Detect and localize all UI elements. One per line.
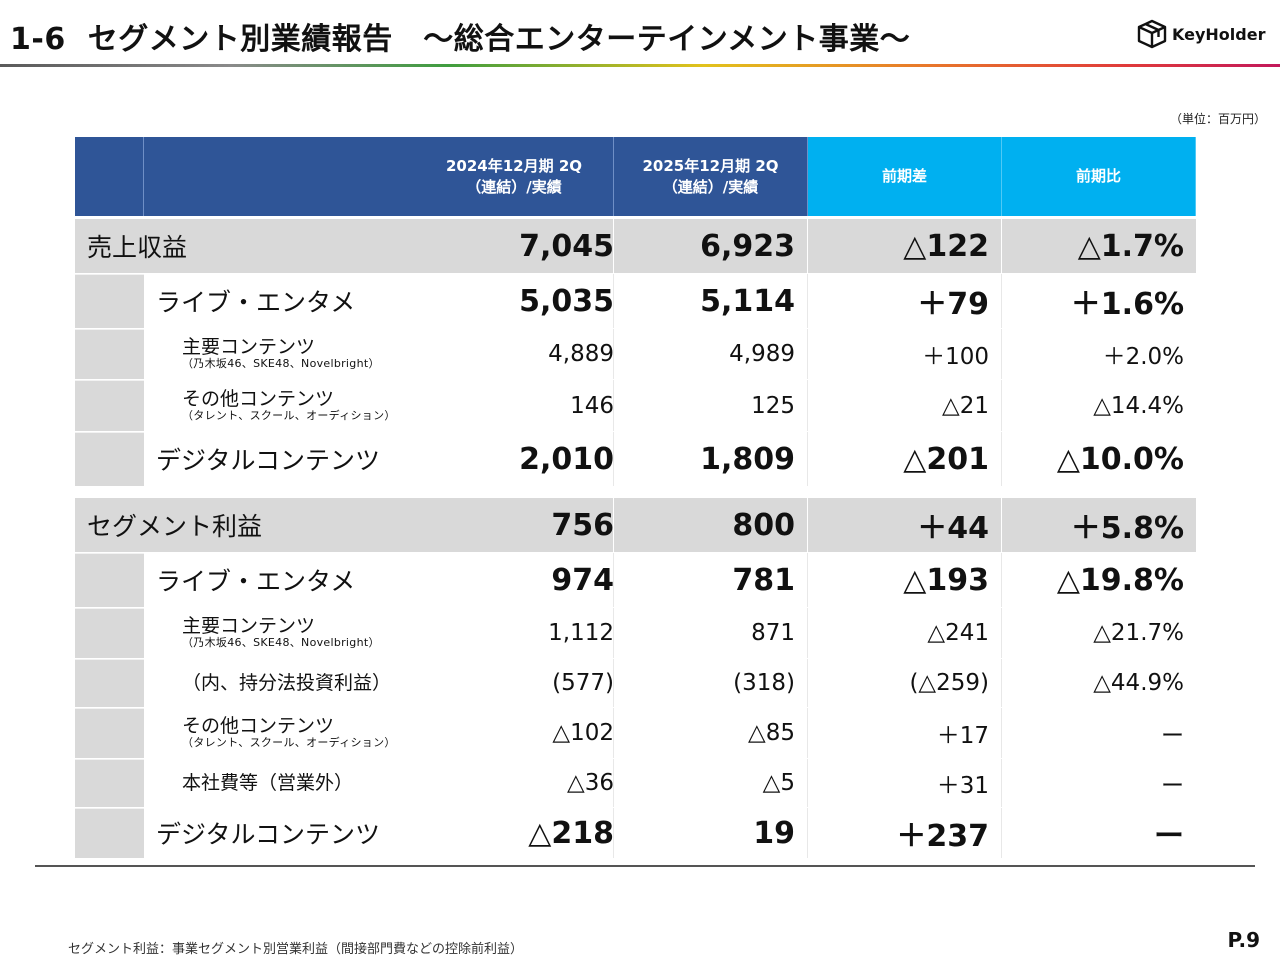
row-label: ライブ・エンタメ	[156, 567, 356, 596]
value-diff: (△259)	[808, 659, 1002, 707]
value-v2025: △5	[614, 759, 808, 807]
value-2024: (577)	[552, 670, 614, 696]
value-2024: △36	[567, 770, 614, 796]
page-number: P.9	[1227, 928, 1261, 952]
value-ratio: △14.4%	[1002, 380, 1196, 431]
value-ratio: ー	[1002, 808, 1196, 858]
table-row: その他コンテンツ （タレント、スクール、オーディション） 146 125 △21 △14.…	[75, 380, 1196, 431]
table-row: デジタルコンテンツ 2,010 1,809 △201 △10.0%	[75, 432, 1196, 486]
row-label: セグメント利益	[87, 512, 263, 541]
value-v2025: 125	[614, 380, 808, 431]
table-row: 主要コンテンツ （乃木坂46、SKE48、Novelbright） 1,112 871…	[75, 608, 1196, 658]
table-bottom-rule	[35, 865, 1255, 867]
row-label: （内、持分法投資利益）	[182, 672, 392, 694]
value-v2025: (318)	[614, 659, 808, 707]
row-label: その他コンテンツ	[182, 387, 335, 410]
table-row: デジタルコンテンツ △218 19 ＋237 ー	[75, 808, 1196, 858]
value-ratio: ー	[1002, 759, 1196, 807]
value-v2025: 5,114	[614, 274, 808, 328]
value-diff: ＋100	[808, 329, 1002, 379]
value-v2025: 1,809	[614, 432, 808, 486]
value-ratio: △10.0%	[1002, 432, 1196, 486]
value-v2025: △85	[614, 708, 808, 758]
table-row: ライブ・エンタメ 974 781 △193 △19.8%	[75, 553, 1196, 607]
table-header: 2024年12月期 2Q （連結）/実績 2025年12月期 2Q （連結）/実…	[75, 137, 1196, 216]
value-ratio: △1.7%	[1002, 219, 1196, 273]
table-row: その他コンテンツ （タレント、スクール、オーディション） △102 △85 ＋17 ー	[75, 708, 1196, 758]
value-ratio: ＋1.6%	[1002, 274, 1196, 328]
table-row: 本社費等（営業外） △36 △5 ＋31 ー	[75, 759, 1196, 807]
row-sublabel: （乃木坂46、SKE48、Novelbright）	[182, 357, 380, 370]
row-sublabel: （タレント、スクール、オーディション）	[182, 408, 396, 422]
title-text: セグメント別業績報告 ～総合エンターテインメント事業～	[87, 22, 911, 57]
value-2024: 974	[551, 562, 614, 598]
table-row: セグメント利益 756 800 ＋44 ＋5.8%	[75, 498, 1196, 552]
row-sublabel: （タレント、スクール、オーディション）	[182, 736, 396, 749]
value-v2025: 800	[614, 498, 808, 552]
value-diff: △21	[808, 380, 1002, 431]
row-label: その他コンテンツ	[182, 715, 335, 737]
header-rule	[0, 64, 1280, 67]
header-diff: 前期差	[808, 137, 1002, 216]
table-row: 売上収益 7,045 6,923 △122 △1.7%	[75, 219, 1196, 273]
value-diff: ＋79	[808, 274, 1002, 328]
value-2024: 5,035	[519, 283, 614, 319]
row-label: デジタルコンテンツ	[156, 820, 381, 849]
table-row: （内、持分法投資利益） (577) (318) (△259) △44.9%	[75, 659, 1196, 707]
value-ratio: △19.8%	[1002, 553, 1196, 607]
value-diff: ＋17	[808, 708, 1002, 758]
brand-logo: KeyHolder	[1136, 18, 1265, 50]
value-diff: △193	[808, 553, 1002, 607]
value-2024: 756	[551, 507, 614, 543]
footnote: セグメント利益：事業セグメント別営業利益（間接部門費などの控除前利益）	[68, 942, 524, 957]
value-v2025: 19	[614, 808, 808, 858]
row-label: ライブ・エンタメ	[156, 288, 356, 317]
value-diff: ＋31	[808, 759, 1002, 807]
value-ratio: △44.9%	[1002, 659, 1196, 707]
value-ratio: △21.7%	[1002, 608, 1196, 658]
value-2024: 2,010	[519, 441, 614, 477]
header-ratio: 前期比	[1002, 137, 1196, 216]
value-2024: 4,889	[548, 341, 614, 367]
row-label: デジタルコンテンツ	[156, 446, 381, 475]
value-ratio: ー	[1002, 708, 1196, 758]
page-title: 1-6 セグメント別業績報告 ～総合エンターテインメント事業～	[10, 14, 910, 58]
row-label: 本社費等（営業外）	[182, 772, 354, 794]
unit-label: （単位：百万円）	[1169, 112, 1266, 126]
value-diff: △241	[808, 608, 1002, 658]
row-label: 売上収益	[87, 233, 188, 262]
value-2024: △218	[528, 815, 614, 851]
value-v2025: 4,989	[614, 329, 808, 379]
row-label: 主要コンテンツ	[182, 336, 316, 358]
value-v2025: 781	[614, 553, 808, 607]
header-2024: 2024年12月期 2Q （連結）/実績	[445, 156, 583, 196]
row-sublabel: （乃木坂46、SKE48、Novelbright）	[182, 636, 380, 649]
cube-icon	[1137, 19, 1167, 49]
value-v2025: 871	[614, 608, 808, 658]
value-diff: △201	[808, 432, 1002, 486]
value-diff: ＋44	[808, 498, 1002, 552]
row-label: 主要コンテンツ	[182, 615, 316, 637]
table-row: ライブ・エンタメ 5,035 5,114 ＋79 ＋1.6%	[75, 274, 1196, 328]
value-diff: △122	[808, 219, 1002, 273]
section-number: 1-6	[10, 22, 66, 57]
value-2024: 7,045	[519, 228, 614, 264]
table-row: 主要コンテンツ （乃木坂46、SKE48、Novelbright） 4,889 4,9…	[75, 329, 1196, 379]
value-v2025: 6,923	[614, 219, 808, 273]
logo-text: KeyHolder	[1172, 24, 1266, 44]
header-2025: 2025年12月期 2Q （連結）/実績	[614, 137, 808, 216]
value-diff: ＋237	[808, 808, 1002, 858]
value-2024: 146	[570, 392, 614, 419]
value-ratio: ＋5.8%	[1002, 498, 1196, 552]
value-ratio: ＋2.0%	[1002, 329, 1196, 379]
value-2024: △102	[552, 720, 614, 746]
value-2024: 1,112	[548, 620, 614, 646]
